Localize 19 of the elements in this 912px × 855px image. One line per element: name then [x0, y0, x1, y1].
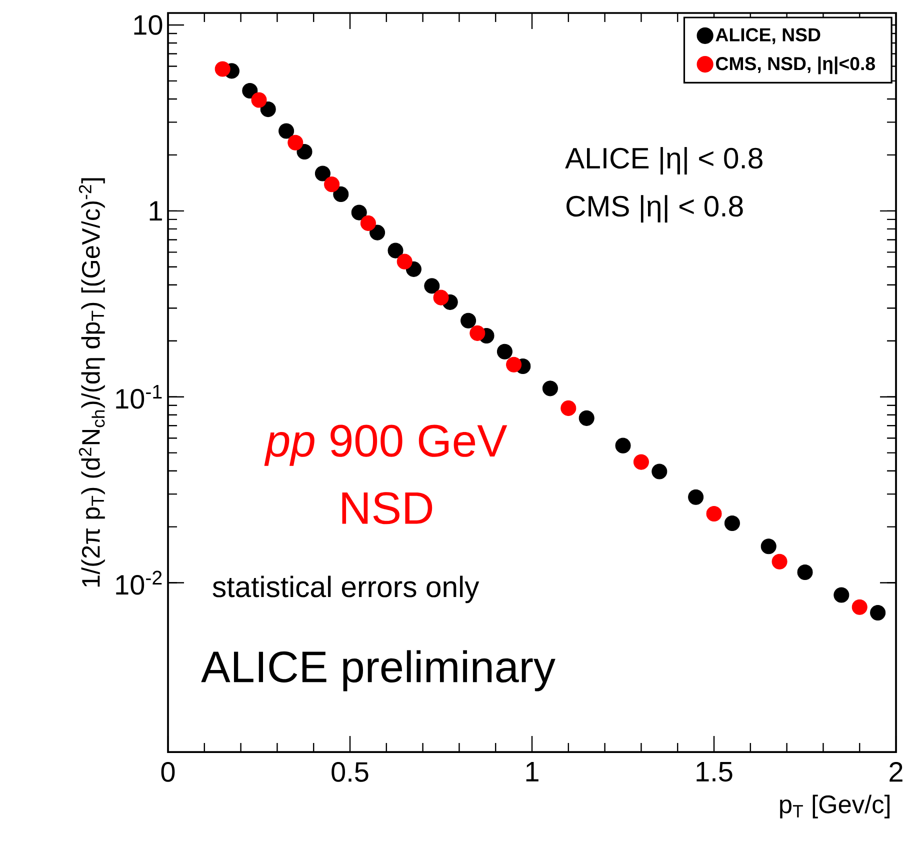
y-tick-label: 1: [150, 201, 162, 221]
legend-label: CMS, NSD, |η|<0.8: [716, 56, 875, 74]
x-axis-title: p$_{T}$ [Gev/c]: [780, 794, 890, 818]
annotation: ALICE |η| < 0.8: [565, 147, 762, 175]
x-tick-label: 1.5: [696, 762, 732, 782]
x-tick-label: 0: [161, 762, 175, 782]
y-tick-label: 10: [134, 15, 162, 35]
y-tick-label: 10$^{-1}$: [116, 384, 162, 409]
y-tick-label: 10$^{-2}$: [116, 570, 162, 595]
x-tick-label: 0.5: [332, 762, 368, 782]
legend-label: ALICE, NSD: [716, 28, 820, 44]
text: 1/(2π p$_{T}$) (d$^{2}$N$_{ch}$)/(dη dp$_{T}$) [(GeV/c)$^{-2}$]: [78, 178, 105, 587]
x-tick-label: 2: [890, 762, 902, 782]
annotation: statistical errors only: [212, 576, 480, 604]
annotation: pp 900 GeV: [264, 424, 508, 466]
annotation: ALICE preliminary: [201, 650, 556, 692]
annotation: CMS |η| < 0.8: [566, 195, 743, 223]
annotation: NSD: [342, 492, 432, 524]
x-tick-label: 1: [526, 762, 538, 782]
